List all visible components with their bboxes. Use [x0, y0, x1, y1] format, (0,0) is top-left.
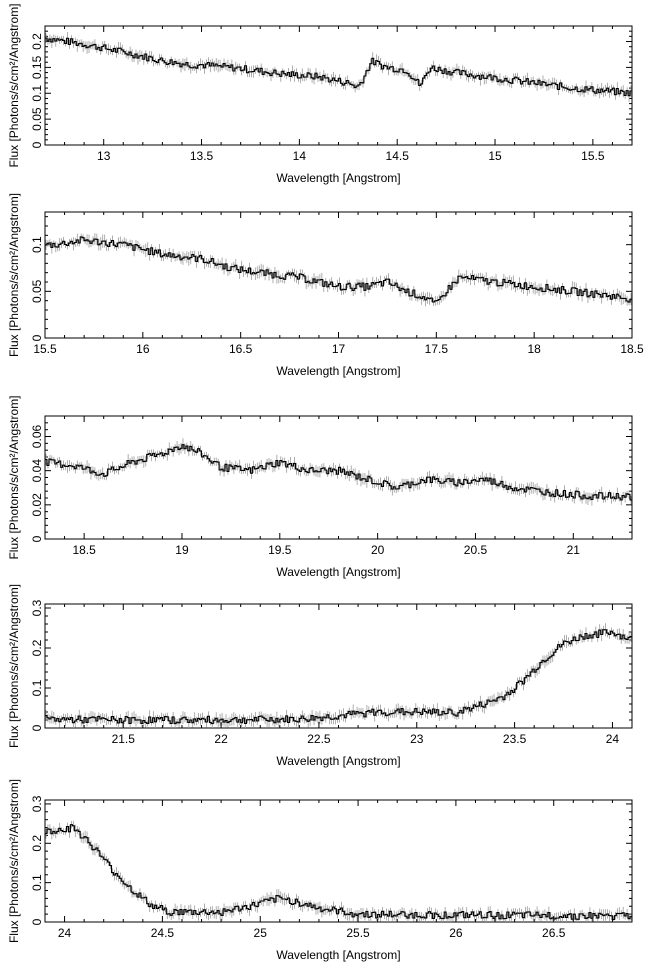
panel-2-spectrum-line	[45, 236, 632, 303]
panel-4-y-tick-label: 0.2	[30, 639, 44, 656]
panel-1-x-tick-label: 13.5	[190, 149, 214, 163]
panel-1-spectrum-line	[45, 37, 632, 97]
panel-2-x-tick-label: 17.5	[425, 342, 449, 356]
panel-2-frame	[44, 211, 633, 339]
panel-4-x-tick-label: 21.5	[112, 732, 136, 746]
panel-5-x-axis-label: Wavelength [Angstrom]	[276, 948, 400, 962]
panel-4-x-tick-label: 23.5	[503, 732, 527, 746]
panel-3-x-axis-label: Wavelength [Angstrom]	[276, 565, 400, 579]
panel-1-x-tick-label: 13	[97, 149, 111, 163]
panel-5-error-bars	[45, 820, 632, 922]
panel-1-x-tick-label: 15.5	[581, 149, 605, 163]
panel-2-x-tick-label: 16	[136, 342, 150, 356]
panel-3-y-tick-label: 0.02	[30, 493, 44, 517]
panel-5-y-tick-label: 0.3	[30, 795, 44, 812]
panel-5-x-tick-label: 24.5	[151, 926, 175, 940]
panel-5-x-tick-label: 26.5	[542, 926, 566, 940]
panel-3-y-tick-label: 0.04	[30, 459, 44, 483]
panel-3-x-tick-label: 19	[175, 543, 189, 557]
panel-4-x-axis-label: Wavelength [Angstrom]	[276, 754, 400, 768]
panel-5-x-tick-label: 24	[58, 926, 72, 940]
panel-5-frame	[44, 799, 633, 923]
panel-3-x-tick-label: 19.5	[268, 543, 292, 557]
panel-2-x-tick-label: 17	[332, 342, 346, 356]
panel-3-y-tick-label: 0.06	[30, 424, 44, 448]
panel-4-spectrum-line	[45, 629, 632, 725]
panel-4-x-tick-label: 22.5	[307, 732, 331, 746]
panel-5-y-tick-label: 0.1	[30, 874, 44, 891]
panel-5-x-tick-label: 25.5	[346, 926, 370, 940]
panel-2-x-tick-label: 16.5	[229, 342, 253, 356]
panel-5-spectrum-line	[45, 824, 632, 920]
panel-1-x-tick-label: 14	[293, 149, 307, 163]
panel-5-y-axis-label: Flux [Photons/s/cm²/Angstrom]	[7, 779, 21, 943]
panel-4-y-axis-label: Flux [Photons/s/cm²/Angstrom]	[7, 584, 21, 748]
panel-2-y-tick-label: 0.05	[30, 279, 44, 303]
panel-4-x-tick-label: 23	[410, 732, 424, 746]
panel-5-x-tick-label: 26	[449, 926, 463, 940]
panel-1-x-tick-label: 15	[488, 149, 502, 163]
panel-5-y-tick-label: 0.2	[30, 835, 44, 852]
panel-4-y-tick-label: 0.1	[30, 679, 44, 696]
panel-1-x-tick-label: 14.5	[386, 149, 410, 163]
panel-3-frame	[44, 415, 633, 540]
panel-1-y-tick-label: 0.15	[30, 55, 44, 79]
panel-2-x-tick-label: 18.5	[620, 342, 644, 356]
panel-4-y-tick-label: 0	[30, 724, 44, 731]
panel-4-x-tick-label: 24	[606, 732, 620, 746]
panel-1-frame	[44, 25, 633, 146]
panel-1-y-tick-label: 0.05	[30, 107, 44, 131]
panel-2-y-axis-label: Flux [Photons/s/cm²/Angstrom]	[7, 193, 21, 357]
panel-4-frame	[44, 603, 633, 729]
panel-5-y-tick-label: 0	[30, 918, 44, 925]
panel-2-x-tick-label: 15.5	[33, 342, 57, 356]
panel-1-y-tick-label: 0.1	[30, 85, 44, 102]
panel-3-x-tick-label: 20	[371, 543, 385, 557]
panel-3-spectrum-line	[45, 444, 632, 501]
panel-2-error-bars	[45, 233, 632, 307]
panel-4-error-bars	[45, 623, 632, 728]
panel-1-x-axis-label: Wavelength [Angstrom]	[276, 171, 400, 185]
panel-1-y-tick-label: 0.2	[30, 33, 44, 50]
panel-2-y-tick-label: 0	[30, 334, 44, 341]
panel-1-error-bars	[45, 32, 632, 102]
panel-2-x-tick-label: 18	[527, 342, 541, 356]
panel-4-x-tick-label: 22	[214, 732, 228, 746]
panel-4-y-tick-label: 0.3	[30, 599, 44, 616]
panel-3-x-tick-label: 18.5	[72, 543, 96, 557]
panel-3-x-tick-label: 20.5	[464, 543, 488, 557]
panel-2-y-tick-label: 0.1	[30, 236, 44, 253]
panel-3-y-tick-label: 0	[30, 535, 44, 542]
panel-1-y-axis-label: Flux [Photons/s/cm²/Angstrom]	[7, 3, 21, 167]
panel-3-x-tick-label: 21	[567, 543, 581, 557]
panel-2-x-axis-label: Wavelength [Angstrom]	[276, 364, 400, 378]
panel-5-x-tick-label: 25	[254, 926, 268, 940]
panel-1-y-tick-label: 0	[30, 141, 44, 148]
panel-3-y-axis-label: Flux [Photons/s/cm²/Angstrom]	[7, 395, 21, 559]
